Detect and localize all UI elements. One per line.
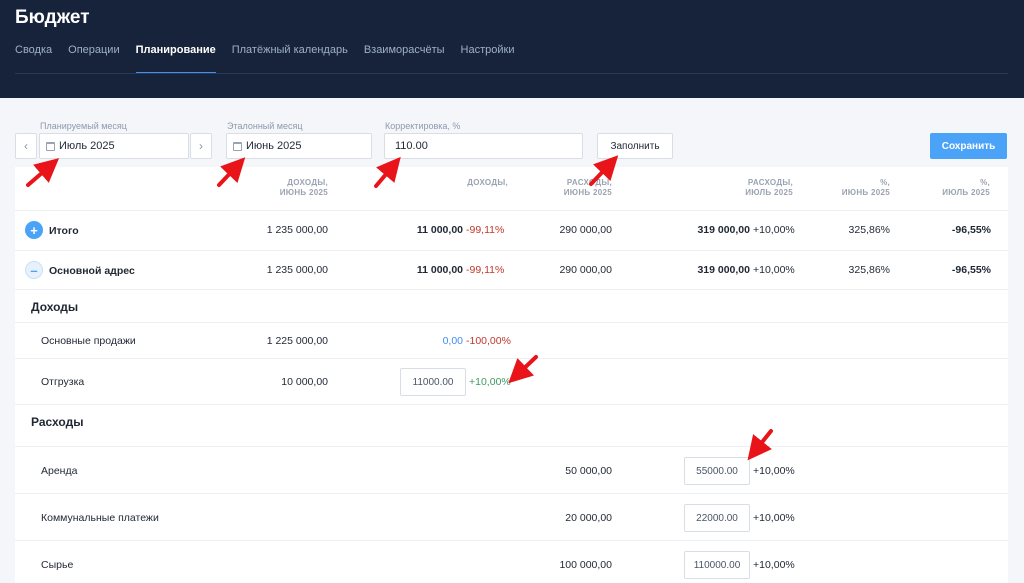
row-raw-name: Сырье bbox=[41, 559, 74, 571]
row-divider bbox=[15, 404, 1008, 405]
col-header-line: ИЮНЬ 2025 bbox=[841, 188, 890, 197]
tab-settings[interactable]: Настройки bbox=[460, 44, 515, 56]
reference-month-picker[interactable]: Июнь 2025 bbox=[226, 133, 372, 159]
save-button[interactable]: Сохранить bbox=[930, 133, 1007, 159]
reference-month-value: Июнь 2025 bbox=[246, 140, 302, 152]
app-header: Бюджет Сводка Операции Планирование Плат… bbox=[0, 0, 1024, 98]
total-pct-plan: -96,55% bbox=[951, 224, 991, 236]
col-header-line: ИЮЛЬ 2025 bbox=[745, 188, 793, 197]
col-pct-plan: %, ИЮЛЬ 2025 bbox=[892, 178, 990, 198]
col-header-line: ИЮЛЬ 2025 bbox=[942, 188, 990, 197]
calendar-icon bbox=[233, 141, 242, 151]
sales-income-change: -100,00% bbox=[466, 335, 511, 347]
row-divider bbox=[15, 289, 1008, 290]
raw-expense-ref: 100 000,00 bbox=[559, 559, 612, 571]
calendar-icon bbox=[46, 141, 55, 151]
col-income-plan: ДОХОДЫ, bbox=[410, 178, 508, 188]
row-sales-name: Основные продажи bbox=[41, 335, 136, 347]
expand-icon[interactable]: + bbox=[25, 221, 43, 239]
row-divider bbox=[15, 250, 1008, 251]
raw-expense-change: +10,00% bbox=[753, 559, 795, 571]
col-header-line: ИЮНЬ 2025 bbox=[279, 188, 328, 197]
col-pct-ref: %, ИЮНЬ 2025 bbox=[792, 178, 890, 198]
row-divider bbox=[15, 540, 1008, 541]
col-income-ref: ДОХОДЫ, ИЮНЬ 2025 bbox=[230, 178, 328, 198]
row-total-name: Итого bbox=[49, 225, 79, 237]
utilities-plan-input[interactable]: 22000.00 bbox=[684, 504, 750, 532]
col-header-line: РАСХОДЫ, bbox=[566, 178, 612, 187]
fill-button[interactable]: Заполнить bbox=[597, 133, 673, 159]
rent-plan-input[interactable]: 55000.00 bbox=[684, 457, 750, 485]
main-pct-plan: -96,55% bbox=[951, 264, 991, 276]
total-expense-plan: 319 000,00 bbox=[697, 224, 750, 236]
sales-income-plan[interactable]: 0,00 bbox=[442, 335, 463, 347]
utilities-expense-ref: 20 000,00 bbox=[565, 512, 612, 524]
main-pct-ref: 325,86% bbox=[848, 264, 890, 276]
total-income-change: -99,11% bbox=[466, 224, 505, 236]
main-income-change: -99,11% bbox=[466, 264, 505, 276]
row-divider bbox=[15, 322, 1008, 323]
header-divider bbox=[15, 73, 1008, 74]
tab-settlements[interactable]: Взаиморасчёты bbox=[363, 44, 445, 56]
sales-income-ref: 1 225 000,00 bbox=[266, 335, 328, 347]
tab-operations[interactable]: Операции bbox=[68, 44, 120, 56]
total-expense-ref: 290 000,00 bbox=[559, 224, 612, 236]
row-divider bbox=[15, 210, 1008, 211]
row-utilities-name: Коммунальные платежи bbox=[41, 512, 159, 524]
chevron-left-icon: ‹ bbox=[24, 139, 28, 153]
total-pct-ref: 325,86% bbox=[848, 224, 890, 236]
prev-month-button[interactable]: ‹ bbox=[15, 133, 37, 159]
income-section-title: Доходы bbox=[31, 300, 79, 314]
raw-plan-input[interactable]: 110000.00 bbox=[684, 551, 750, 579]
col-header-line: РАСХОДЫ, bbox=[747, 178, 793, 187]
next-month-button[interactable]: › bbox=[190, 133, 212, 159]
col-header-line: ДОХОДЫ, bbox=[467, 178, 508, 187]
correction-input[interactable]: 110.00 bbox=[384, 133, 583, 159]
col-header-line: ИЮНЬ 2025 bbox=[563, 188, 612, 197]
main-expense-ref: 290 000,00 bbox=[559, 264, 612, 276]
tab-planning[interactable]: Планирование bbox=[135, 44, 216, 74]
shipment-plan-input[interactable]: 11000.00 bbox=[400, 368, 466, 396]
total-income-ref: 1 235 000,00 bbox=[266, 224, 328, 236]
expense-section-title: Расходы bbox=[31, 415, 84, 429]
planned-month-label: Планируемый месяц bbox=[40, 121, 127, 131]
col-expense-ref: РАСХОДЫ, ИЮНЬ 2025 bbox=[514, 178, 612, 198]
row-divider bbox=[15, 493, 1008, 494]
col-expense-plan: РАСХОДЫ, ИЮЛЬ 2025 bbox=[695, 178, 793, 198]
total-income-plan: 11 000,00 bbox=[416, 224, 463, 236]
chevron-right-icon: › bbox=[199, 139, 203, 153]
row-divider bbox=[15, 446, 1008, 447]
tab-bar: Сводка Операции Планирование Платёжный к… bbox=[15, 44, 530, 74]
row-divider bbox=[15, 358, 1008, 359]
col-header-line: ДОХОДЫ, bbox=[287, 178, 328, 187]
shipment-income-change: +10,00% bbox=[469, 376, 511, 388]
main-income-ref: 1 235 000,00 bbox=[266, 264, 328, 276]
rent-expense-change: +10,00% bbox=[753, 465, 795, 477]
utilities-expense-change: +10,00% bbox=[753, 512, 795, 524]
reference-month-label: Эталонный месяц bbox=[227, 121, 303, 131]
planned-month-value: Июль 2025 bbox=[59, 140, 115, 152]
main-income-plan: 11 000,00 bbox=[416, 264, 463, 276]
correction-label: Корректировка, % bbox=[385, 121, 461, 131]
main-expense-plan: 319 000,00 bbox=[697, 264, 750, 276]
total-expense-change: +10,00% bbox=[753, 224, 795, 236]
shipment-income-ref: 10 000,00 bbox=[281, 376, 328, 388]
col-header-line: %, bbox=[980, 178, 990, 187]
main-expense-change: +10,00% bbox=[753, 264, 795, 276]
tab-summary[interactable]: Сводка bbox=[15, 44, 53, 56]
row-main-name: Основной адрес bbox=[49, 265, 135, 277]
collapse-icon[interactable]: – bbox=[25, 261, 43, 279]
planned-month-picker[interactable]: Июль 2025 bbox=[39, 133, 189, 159]
col-header-line: %, bbox=[880, 178, 890, 187]
row-shipment-name: Отгрузка bbox=[41, 376, 85, 388]
tab-payment-calendar[interactable]: Платёжный календарь bbox=[231, 44, 348, 56]
row-rent-name: Аренда bbox=[41, 465, 78, 477]
rent-expense-ref: 50 000,00 bbox=[565, 465, 612, 477]
app-title: Бюджет bbox=[15, 7, 90, 28]
